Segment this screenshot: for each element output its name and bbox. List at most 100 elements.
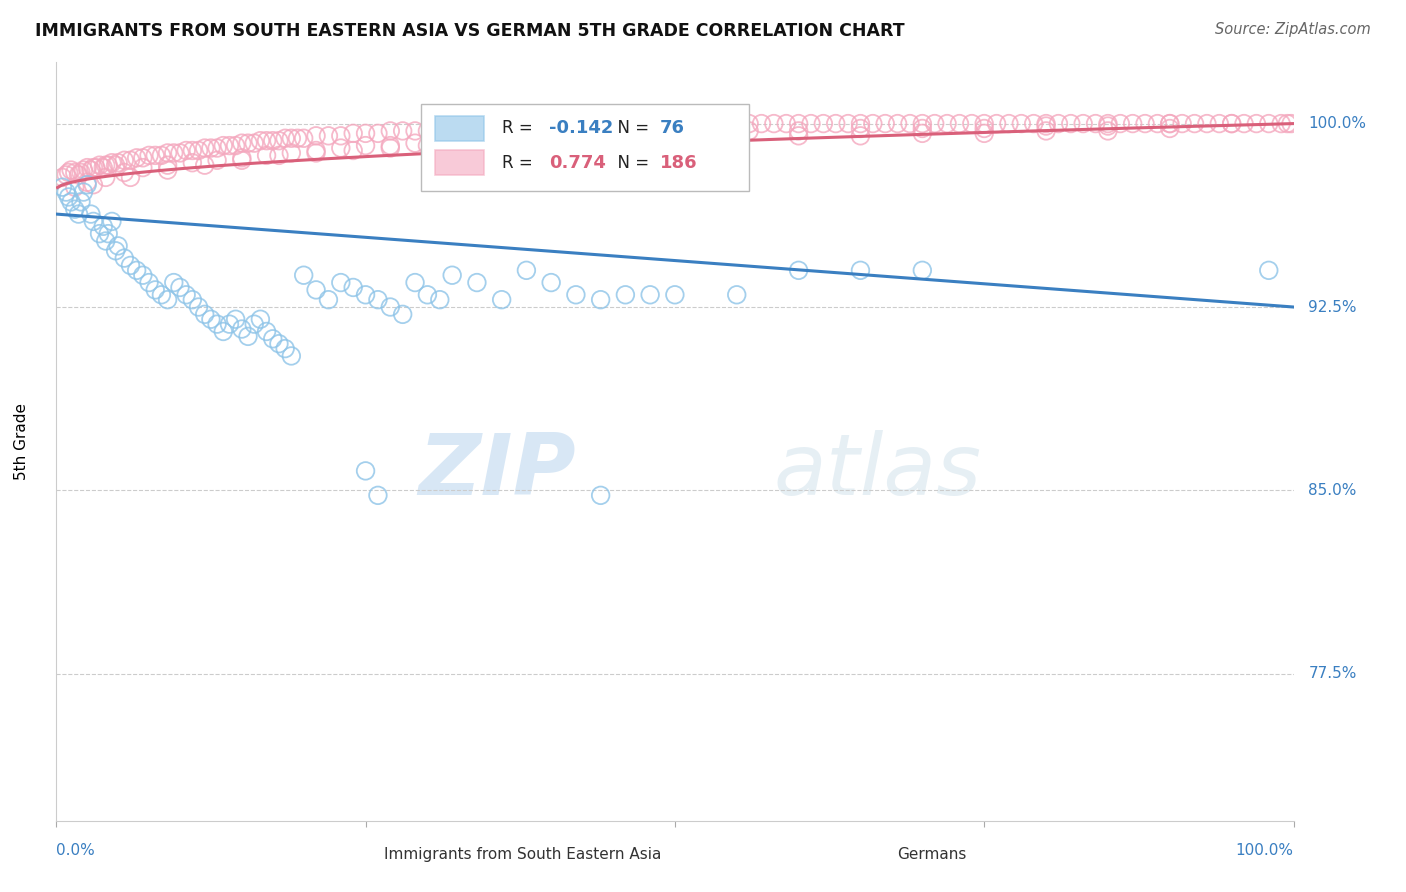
Point xyxy=(515,263,537,277)
Point xyxy=(205,153,228,168)
Point xyxy=(120,259,142,273)
Point xyxy=(218,138,240,153)
Point xyxy=(614,287,637,301)
Point xyxy=(143,283,166,297)
Point xyxy=(751,117,773,131)
Point xyxy=(638,127,661,141)
Point xyxy=(503,131,526,145)
Point xyxy=(200,312,222,326)
Point xyxy=(80,207,103,221)
Point xyxy=(614,117,637,131)
Point xyxy=(120,153,142,168)
Point xyxy=(973,117,995,131)
Point xyxy=(51,170,73,185)
Point xyxy=(1171,117,1194,131)
Text: atlas: atlas xyxy=(773,430,981,514)
Point xyxy=(156,163,179,178)
Text: Source: ZipAtlas.com: Source: ZipAtlas.com xyxy=(1215,22,1371,37)
Point xyxy=(540,119,562,133)
Point xyxy=(225,138,247,153)
Point xyxy=(986,117,1008,131)
Point xyxy=(973,121,995,136)
Point xyxy=(1035,124,1057,138)
Point xyxy=(1270,117,1292,131)
Point xyxy=(1084,117,1107,131)
Point xyxy=(104,244,127,258)
Point xyxy=(132,151,155,165)
Point xyxy=(404,136,426,150)
Point xyxy=(540,134,562,148)
Point xyxy=(849,121,872,136)
Point xyxy=(1146,117,1168,131)
Point xyxy=(515,119,537,133)
Point xyxy=(589,488,612,502)
Point xyxy=(725,131,748,145)
Point xyxy=(256,148,278,162)
Point xyxy=(318,128,340,143)
Point xyxy=(305,128,328,143)
Point xyxy=(132,268,155,283)
Point xyxy=(305,144,328,158)
Point xyxy=(849,117,872,131)
Point xyxy=(725,117,748,131)
Point xyxy=(138,276,160,290)
Point xyxy=(342,280,364,294)
Point xyxy=(800,117,823,131)
Point xyxy=(1195,117,1218,131)
Text: R =: R = xyxy=(502,153,537,171)
Text: N =: N = xyxy=(607,120,654,137)
Text: 0.0%: 0.0% xyxy=(56,844,96,858)
Point xyxy=(243,136,266,150)
Point xyxy=(318,293,340,307)
Point xyxy=(89,158,111,172)
Point xyxy=(416,124,439,138)
Point xyxy=(380,300,402,314)
Point xyxy=(1071,117,1094,131)
Point xyxy=(82,214,104,228)
Point xyxy=(713,117,735,131)
Point xyxy=(156,293,179,307)
Point xyxy=(664,287,686,301)
Point xyxy=(576,117,599,131)
Text: 77.5%: 77.5% xyxy=(1309,666,1357,681)
Point xyxy=(82,161,104,175)
Point xyxy=(787,124,810,138)
Point xyxy=(274,131,297,145)
Point xyxy=(1035,119,1057,133)
Point xyxy=(429,121,451,136)
Point xyxy=(187,144,209,158)
Point xyxy=(849,263,872,277)
Point xyxy=(97,158,120,172)
Point xyxy=(354,138,377,153)
Point xyxy=(225,312,247,326)
Text: IMMIGRANTS FROM SOUTH EASTERN ASIA VS GERMAN 5TH GRADE CORRELATION CHART: IMMIGRANTS FROM SOUTH EASTERN ASIA VS GE… xyxy=(35,22,905,40)
Point xyxy=(676,117,699,131)
Point xyxy=(231,136,253,150)
Point xyxy=(55,185,77,199)
Text: 76: 76 xyxy=(659,120,685,137)
Point xyxy=(305,283,328,297)
Point xyxy=(125,263,148,277)
Point xyxy=(875,117,897,131)
Point xyxy=(762,117,785,131)
FancyBboxPatch shape xyxy=(434,116,484,141)
Point xyxy=(132,161,155,175)
Point xyxy=(163,276,186,290)
Point xyxy=(441,121,464,136)
Point xyxy=(441,268,464,283)
Point xyxy=(565,287,588,301)
Point xyxy=(824,117,846,131)
Point xyxy=(602,117,624,131)
Point xyxy=(205,141,228,155)
Point xyxy=(1277,117,1299,131)
Point xyxy=(280,131,302,145)
Point xyxy=(329,141,352,155)
Point xyxy=(1159,117,1181,131)
Point xyxy=(218,317,240,331)
FancyBboxPatch shape xyxy=(838,848,868,862)
Point xyxy=(589,293,612,307)
Point xyxy=(787,117,810,131)
Point xyxy=(478,121,501,136)
Point xyxy=(342,144,364,158)
Point xyxy=(589,117,612,131)
